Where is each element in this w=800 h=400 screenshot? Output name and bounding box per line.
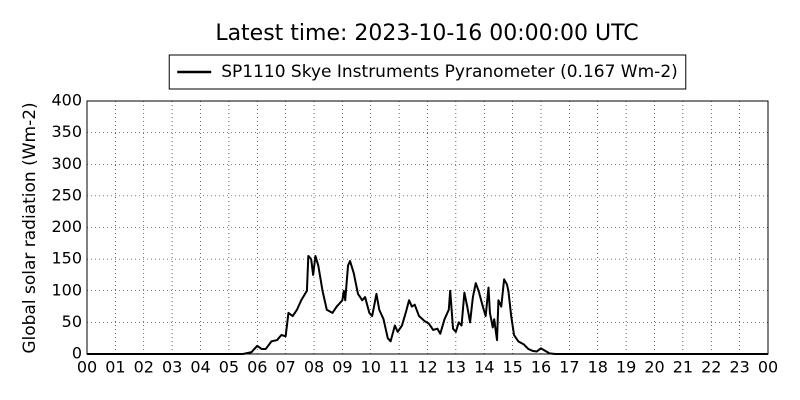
chart-title: Latest time: 2023-10-16 00:00:00 UTC <box>215 21 638 46</box>
x-tick-label: 10 <box>361 358 381 377</box>
x-tick-label: 00 <box>758 358 778 377</box>
x-tick-label: 19 <box>616 358 636 377</box>
x-tick-label: 13 <box>446 358 466 377</box>
x-tick-label: 07 <box>275 358 295 377</box>
x-tick-label: 11 <box>389 358 409 377</box>
y-axis-label: Global solar radiation (Wm-2) <box>20 102 40 353</box>
x-tick-label: 05 <box>219 358 239 377</box>
x-tick-label: 21 <box>673 358 693 377</box>
y-tick-label: 300 <box>51 154 82 173</box>
y-tick-label: 0 <box>72 344 82 363</box>
x-tick-label: 09 <box>332 358 352 377</box>
x-tick-label: 00 <box>77 358 97 377</box>
y-tick-label: 200 <box>51 217 82 236</box>
y-tick-label: 400 <box>51 91 82 110</box>
x-tick-label: 15 <box>502 358 522 377</box>
x-tick-label: 01 <box>105 358 125 377</box>
y-tick-label: 100 <box>51 280 82 299</box>
x-tick-label: 22 <box>701 358 721 377</box>
x-tick-label: 16 <box>531 358 551 377</box>
x-tick-label: 23 <box>729 358 749 377</box>
x-tick-label: 06 <box>247 358 267 377</box>
y-tick-label: 350 <box>51 122 82 141</box>
x-tick-label: 18 <box>588 358 608 377</box>
x-tick-label: 03 <box>162 358 182 377</box>
legend-box <box>168 54 687 90</box>
x-tick-label: 20 <box>644 358 664 377</box>
legend-label: SP1110 Skye Instruments Pyranometer (0.1… <box>221 62 678 82</box>
data-line <box>87 254 768 355</box>
x-tick-label: 08 <box>304 358 324 377</box>
x-tick-label: 17 <box>559 358 579 377</box>
y-tick-label: 250 <box>51 185 82 204</box>
plot-frame <box>86 100 769 355</box>
y-tick-label: 50 <box>62 312 82 331</box>
x-tick-label: 02 <box>134 358 154 377</box>
y-tick-label: 150 <box>51 249 82 268</box>
x-tick-label: 04 <box>190 358 210 377</box>
x-tick-label: 14 <box>474 358 494 377</box>
x-tick-label: 12 <box>417 358 437 377</box>
